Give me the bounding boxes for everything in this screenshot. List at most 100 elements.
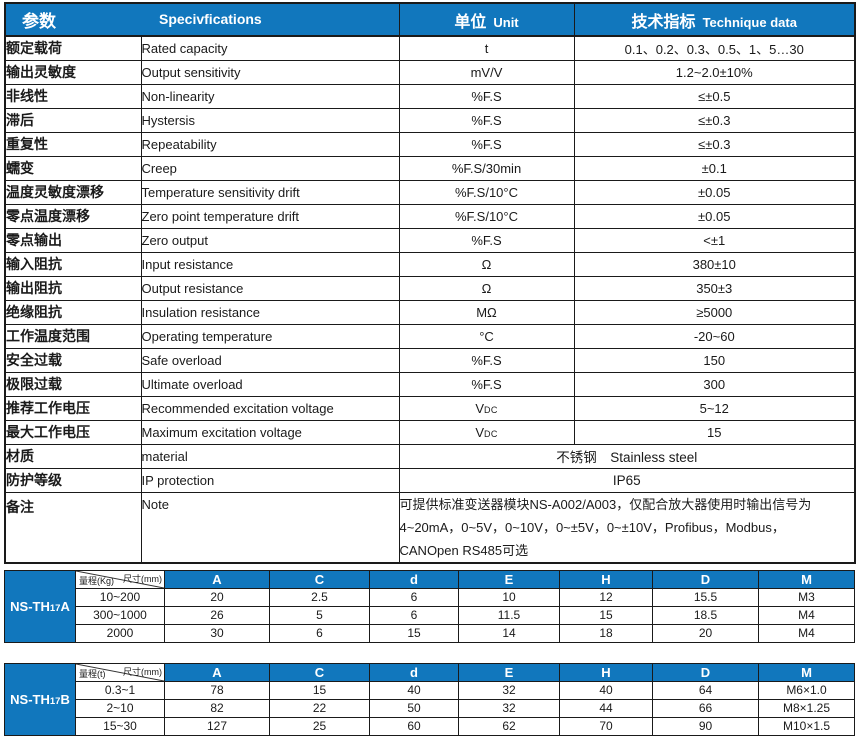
spec-cn-cell: 零点温度漂移 — [4, 203, 142, 229]
spec-row: 重复性 Repeatability %F.S ≤±0.3 — [4, 131, 856, 157]
spec-cn-cell: 极限过载 — [4, 371, 142, 397]
spec-en-cell: Output resistance — [140, 275, 400, 301]
spec-en-cell: Hystersis — [140, 107, 400, 133]
spec-unit-cell: mV/V — [398, 59, 575, 85]
spec-cn-cell: 推荐工作电压 — [4, 395, 142, 421]
dim-value-cell: 127 — [164, 716, 270, 736]
dim-value-cell: 14 — [458, 623, 560, 643]
dim-range-cell: 0.3~1 — [75, 680, 165, 700]
spec-unit-cell: %F.S — [398, 347, 575, 373]
dim-value-cell: 82 — [164, 698, 270, 718]
model-prefix: NS-TH — [10, 691, 50, 707]
dim-column-header: d — [369, 569, 459, 589]
unit-header-cell: 单位 Unit — [398, 2, 575, 37]
spec-value-cell: ≤±0.3 — [573, 131, 856, 157]
dim-column-header: A — [164, 662, 270, 682]
spec-unit-cell: Ω — [398, 251, 575, 277]
dim-column-header: H — [559, 569, 653, 589]
spec-en-cell: Creep — [140, 155, 400, 181]
spec-unit-cell: MΩ — [398, 299, 575, 325]
spec-cn-cell: 滞后 — [4, 107, 142, 133]
spec-value-cell: 350±3 — [573, 275, 856, 301]
dim-value-cell: 62 — [458, 716, 560, 736]
dim-value-cell: 10 — [458, 587, 560, 607]
spec-value-cell: 150 — [573, 347, 856, 373]
dim-value-cell: 30 — [164, 623, 270, 643]
dim-value-cell: 32 — [458, 680, 560, 700]
spec-en-cell: IP protection — [140, 467, 400, 493]
dim-range-cell: 2~10 — [75, 698, 165, 718]
dim-column-header: E — [458, 662, 560, 682]
spec-en-cell: Note — [140, 491, 400, 563]
dim-value-cell: 90 — [652, 716, 759, 736]
spec-en-cell: Rated capacity — [140, 35, 400, 61]
dim-value-cell: 40 — [369, 680, 459, 700]
dim-column-header: M — [758, 662, 855, 682]
spec-cn-cell: 防护等级 — [4, 467, 142, 493]
spec-row: 非线性 Non-linearity %F.S ≤±0.5 — [4, 83, 856, 109]
spec-table: 参数 Specivfications 单位 Unit 技术指标 Technique … — [4, 2, 856, 564]
dim-value-cell: 6 — [269, 623, 370, 643]
spec-value-cell: ±0.1 — [573, 155, 856, 181]
dim-column-header: E — [458, 569, 560, 589]
spec-row: 安全过载 Safe overload %F.S 150 — [4, 347, 856, 373]
spec-value-cell: 15 — [573, 419, 856, 445]
corner-range-label: 量程(t) — [79, 668, 106, 679]
corner-cell: 尺寸(mm) 量程(t) — [75, 662, 165, 682]
spec-merged-value-cell: 可提供标准变送器模块NS-A002/A003，仅配合放大器使用时输出信号为 4~2… — [398, 491, 856, 563]
dim-value-cell: 66 — [652, 698, 759, 718]
model-label-cell: NS-TH17A — [4, 569, 76, 643]
spec-row: 极限过载 Ultimate overload %F.S 300 — [4, 371, 856, 397]
note-line: 可提供标准变送器模块NS-A002/A003，仅配合放大器使用时输出信号为 — [399, 496, 812, 512]
spec-en-cell: Zero output — [140, 227, 400, 253]
spec-value-cell: ±0.05 — [573, 203, 856, 229]
spec-unit-cell: %F.S — [398, 131, 575, 157]
dim-range-cell: 2000 — [75, 623, 165, 643]
dim-column-header: C — [269, 662, 370, 682]
spec-unit-cell: %F.S — [398, 371, 575, 397]
dim-value-cell: 15 — [269, 680, 370, 700]
spec-en-cell: Insulation resistance — [140, 299, 400, 325]
corner-dim-label: 尺寸(mm) — [123, 573, 162, 584]
model-prefix: NS-TH — [10, 598, 50, 614]
datasheet: 参数 Specivfications 单位 Unit 技术指标 Technique … — [4, 2, 856, 736]
spec-row: 蠕变 Creep %F.S/30min ±0.1 — [4, 155, 856, 181]
dim-value-cell: 2.5 — [269, 587, 370, 607]
model-subscript: 17 — [49, 695, 61, 707]
param-en-header: Specivfications — [159, 10, 262, 27]
dim-value-cell: 25 — [269, 716, 370, 736]
spec-cn-cell: 额定载荷 — [4, 35, 142, 61]
spec-cn-cell: 蠕变 — [4, 155, 142, 181]
dim-value-cell: 20 — [164, 587, 270, 607]
dim-column-header: D — [652, 569, 759, 589]
spec-cn-cell: 输出阻抗 — [4, 275, 142, 301]
spec-cn-cell: 重复性 — [4, 131, 142, 157]
spec-cn-cell: 材质 — [4, 443, 142, 469]
spec-en-cell: Safe overload — [140, 347, 400, 373]
param-cn-header: 参数 — [22, 12, 56, 31]
dim-value-cell: 6 — [369, 605, 459, 625]
dim-value-cell: 18.5 — [652, 605, 759, 625]
dim-value-cell: 11.5 — [458, 605, 560, 625]
spec-en-cell: Output sensitivity — [140, 59, 400, 85]
tech-header-en: Technique data — [702, 14, 797, 30]
spec-unit-cell: t — [398, 35, 575, 61]
dim-value-cell: 15 — [369, 623, 459, 643]
spec-value-cell: 5~12 — [573, 395, 856, 421]
dim-value-cell: M10×1.5 — [758, 716, 855, 736]
spec-unit-cell: %F.S — [398, 83, 575, 109]
spec-en-cell: Input resistance — [140, 251, 400, 277]
dim-value-cell: M4 — [758, 623, 855, 643]
spec-cn-cell: 工作温度范围 — [4, 323, 142, 349]
param-cn-header-cell: 参数 — [4, 2, 141, 37]
spec-en-cell: Temperature sensitivity drift — [140, 179, 400, 205]
unit-header-en: Unit — [493, 14, 519, 30]
spec-row: 绝缘阻抗 Insulation resistance MΩ ≥5000 — [4, 299, 856, 325]
model-suffix: A — [60, 598, 70, 614]
spec-value-cell: <±1 — [573, 227, 856, 253]
dim-value-cell: M6×1.0 — [758, 680, 855, 700]
spec-en-cell: Operating temperature — [140, 323, 400, 349]
